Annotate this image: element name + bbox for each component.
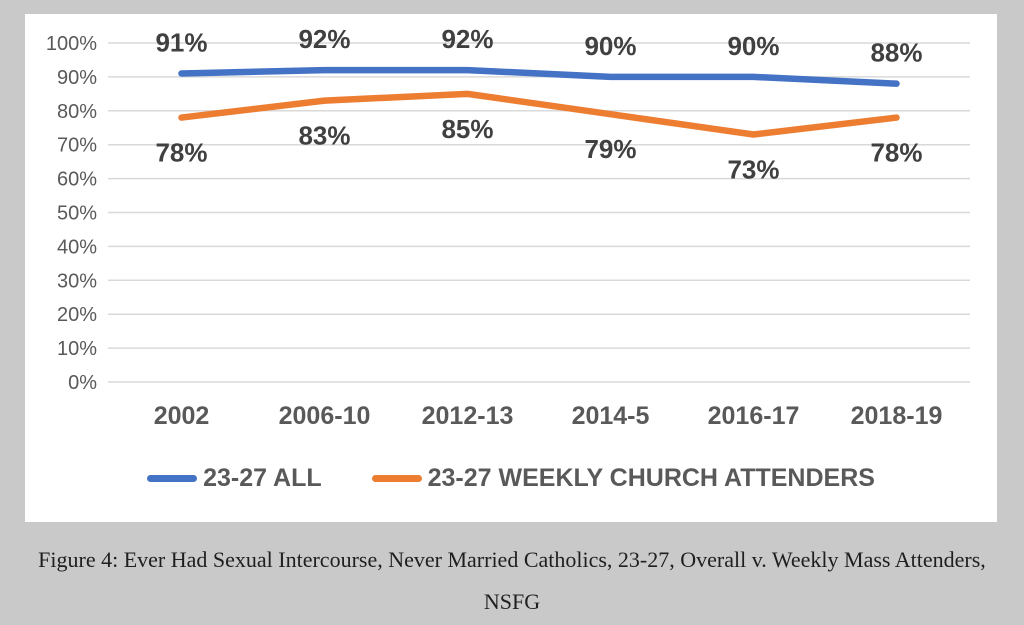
series-line-1 [178,90,900,138]
data-label: 78% [155,138,207,168]
y-axis-tick-label: 10% [57,338,97,360]
chart-legend: 23-27 ALL 23-27 WEEKLY CHURCH ATTENDERS [25,464,997,493]
data-label: 92% [298,24,350,54]
x-axis-label: 2014-5 [572,402,650,430]
data-label: 78% [870,138,922,168]
data-label: 91% [155,28,207,58]
y-axis-tick-label: 90% [57,67,97,89]
x-axis-label: 2006-10 [279,402,371,430]
chart-panel: 100% 90% 80% 70% 60% 50% 40% 30% 20% 10% 0% 2002 200… [25,14,997,522]
legend-item-weekly-attenders: 23-27 WEEKLY CHURCH ATTENDERS [371,464,875,493]
series-line-0 [178,66,900,87]
legend-item-all: 23-27 ALL [147,464,322,493]
data-label: 88% [870,38,922,68]
figure-caption-line1: Figure 4: Ever Had Sexual Intercourse, N… [38,547,986,572]
data-label: 73% [727,155,779,185]
x-axis-label: 2002 [154,402,210,430]
y-axis-tick-label: 70% [57,135,97,157]
data-label: 85% [441,114,493,144]
x-axis-label: 2016-17 [708,402,800,430]
data-label: 83% [298,121,350,151]
data-label: 79% [584,134,636,164]
legend-label-weekly-attenders: 23-27 WEEKLY CHURCH ATTENDERS [427,464,875,492]
data-label: 90% [584,31,636,61]
x-axis-label: 2018-19 [851,402,943,430]
y-axis-tick-label: 0% [68,372,97,394]
legend-label-all: 23-27 ALL [203,464,322,492]
y-axis-tick-label: 40% [57,236,97,258]
figure-caption: Figure 4: Ever Had Sexual Intercourse, N… [0,539,1024,623]
y-axis-tick-label: 20% [57,304,97,326]
y-axis-tick-label: 60% [57,169,97,191]
y-axis-tick-label: 100% [46,33,97,55]
legend-line-swatch-blue [147,475,198,482]
data-label: 92% [441,24,493,54]
line-chart: 100% 90% 80% 70% 60% 50% 40% 30% 20% 10% 0% 2002 200… [46,24,970,430]
x-axis-label: 2012-13 [422,402,514,430]
y-axis-tick-label: 30% [57,270,97,292]
figure-caption-line2: NSFG [483,589,541,614]
data-label: 90% [727,31,779,61]
y-axis-tick-label: 50% [57,203,97,225]
y-axis-tick-label: 80% [57,101,97,123]
legend-line-swatch-orange [371,475,422,482]
